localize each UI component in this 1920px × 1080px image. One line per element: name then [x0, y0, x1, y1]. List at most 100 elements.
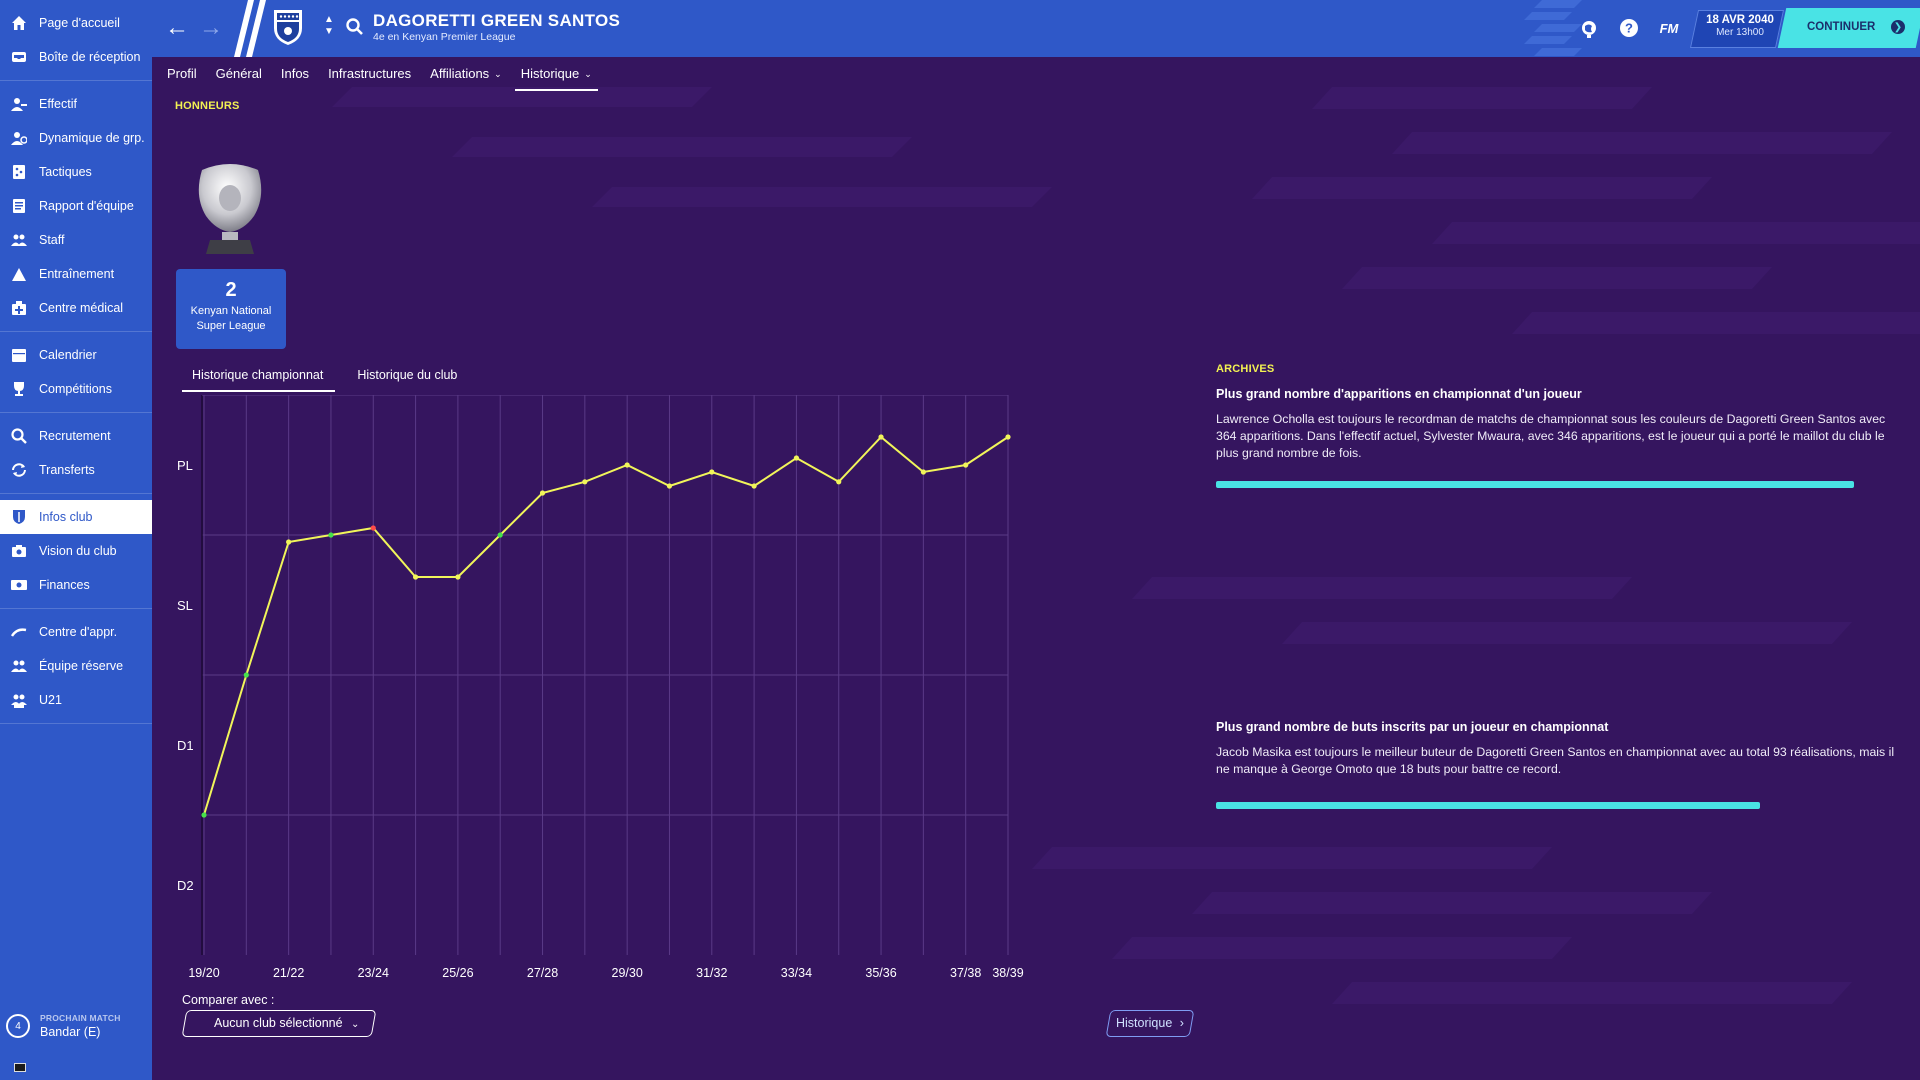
sidebar-item-label: Finances [39, 578, 90, 592]
reserve-icon [10, 657, 28, 675]
y-tick-label: D2 [177, 878, 194, 893]
x-tick-label: 37/38 [950, 966, 981, 980]
sidebar-item-infos-club[interactable]: Infos club [0, 500, 152, 534]
honours-title: HONNEURS [175, 100, 240, 112]
transfers-icon [10, 461, 28, 479]
archive-record-text: Lawrence Ocholla est toujours le recordm… [1216, 412, 1886, 460]
sidebar-item-transferts[interactable]: Transferts [0, 453, 152, 487]
sidebar-item-label: Recrutement [39, 429, 111, 443]
history-button-label[interactable]: Historique › [1116, 1016, 1184, 1030]
data-point [286, 539, 292, 545]
next-match-widget[interactable]: 4 PROCHAIN MATCH Bandar (E) [0, 1006, 152, 1046]
top-header: ← → ▲ ▼ DAGORETTI GREEN SANTOS 4e en Keny… [152, 0, 1920, 57]
sidebar-item-label: Page d'accueil [39, 16, 120, 30]
tactics-icon [10, 163, 28, 181]
next-match-opponent: Bandar (E) [40, 1025, 101, 1039]
world-icon[interactable] [1578, 17, 1600, 39]
team-switch-icon[interactable]: ▲ ▼ [324, 14, 334, 37]
compare-club-text: Aucun club sélectionné [214, 1016, 343, 1030]
data-point [243, 672, 249, 678]
sidebar-item-finances[interactable]: Finances [0, 568, 152, 602]
scouting-icon [10, 427, 28, 445]
sidebar-item-entrainement[interactable]: Entraînement [0, 257, 152, 291]
x-tick-label: 27/28 [527, 966, 558, 980]
next-match-badge: 4 [6, 1014, 30, 1038]
sidebar-item-calendrier[interactable]: Calendrier [0, 338, 152, 372]
sidebar-item-tactiques[interactable]: Tactiques [0, 155, 152, 189]
trophy-icon[interactable] [188, 160, 272, 258]
tab-profil[interactable]: Profil [167, 57, 197, 91]
archive-record-progress-bar [1216, 802, 1760, 809]
tab-general[interactable]: Général [216, 57, 262, 91]
academy-icon [10, 623, 28, 641]
x-tick-label: 35/36 [865, 966, 896, 980]
data-point [920, 469, 926, 475]
tab-label: Profil [167, 66, 197, 81]
tab-affiliations[interactable]: Affiliations ⌄ [430, 57, 502, 91]
team-league-position: 4e en Kenyan Premier League [373, 31, 516, 43]
help-icon[interactable]: ? [1618, 17, 1640, 39]
sidebar-item-rapport-d-equipe[interactable]: Rapport d'équipe [0, 189, 152, 223]
calendar-icon [10, 346, 28, 364]
search-icon[interactable] [346, 18, 364, 36]
sidebar-group: Recrutement Transferts [0, 413, 152, 494]
forward-arrow-icon[interactable]: → [199, 14, 223, 41]
sidebar-item-label: Vision du club [39, 544, 117, 558]
header-divider-stripes [234, 0, 266, 57]
tab-historique[interactable]: Historique ⌄ [514, 57, 598, 91]
date-display[interactable]: 18 AVR 2040 Mer 13h00 [1700, 14, 1780, 38]
sidebar-item-label: Centre d'appr. [39, 625, 118, 639]
sidebar-item-centre-d-appr[interactable]: Centre d'appr. [0, 615, 152, 649]
data-point [793, 455, 800, 461]
sidebar-item-dynamique-de-grp[interactable]: Dynamique de grp. [0, 121, 152, 155]
sidebar-group: Calendrier Compétitions [0, 332, 152, 413]
data-point [1005, 434, 1011, 440]
honour-card[interactable]: 2 Kenyan National Super League [176, 269, 286, 349]
sidebar-item-competitions[interactable]: Compétitions [0, 372, 152, 406]
continue-label[interactable]: CONTINUER [1807, 21, 1876, 33]
next-match-label: PROCHAIN MATCH [40, 1013, 121, 1023]
sidebar-item-equipe-reserve[interactable]: Équipe réserve [0, 649, 152, 683]
series-line [203, 435, 1009, 816]
tab-label: Historique [520, 66, 580, 81]
club-crest-icon[interactable] [272, 8, 304, 46]
sidebar-item-centre-medical[interactable]: Centre médical [0, 291, 152, 325]
archive-record-heading: Plus grand nombre d'apparitions en champ… [1216, 387, 1582, 401]
tab-label: Infrastructures [328, 66, 412, 81]
fm-menu-button[interactable]: FM [1659, 20, 1679, 36]
back-arrow-icon[interactable]: ← [165, 14, 189, 41]
sidebar-item-label: Boîte de réception [39, 50, 141, 64]
sidebar-item-boite-de-reception[interactable]: Boîte de réception [0, 40, 152, 74]
club-info-icon [10, 508, 28, 526]
tab-infrastructures[interactable]: Infrastructures [328, 57, 411, 91]
finances-icon [10, 576, 28, 594]
sidebar-item-staff[interactable]: Staff [0, 223, 152, 257]
sidebar-item-vision-du-club[interactable]: Vision du club [0, 534, 152, 568]
honour-count: 2 [225, 279, 237, 301]
tab-infos[interactable]: Infos [281, 57, 309, 91]
sidebar-item-label: Rapport d'équipe [39, 199, 134, 213]
sidebar-item-u21[interactable]: U21 [0, 683, 152, 717]
chevron-right-icon: › [1179, 1016, 1184, 1030]
tab-label: Infos [280, 66, 310, 81]
y-tick-label: PL [177, 458, 193, 473]
tab-club-history[interactable]: Historique du club [357, 368, 458, 382]
data-point [539, 490, 546, 496]
sidebar-item-page-d-accueil[interactable]: Page d'accueil [0, 6, 152, 40]
chevron-down-icon: ⌄ [494, 69, 502, 79]
sidebar-item-label: Infos club [39, 510, 93, 524]
data-point [412, 574, 419, 580]
continue-arrow-icon[interactable]: ❯ [1891, 20, 1905, 34]
medical-icon [10, 299, 28, 317]
sidebar-item-effectif[interactable]: Effectif [0, 87, 152, 121]
x-tick-label: 25/26 [442, 966, 473, 980]
staff-icon [10, 231, 28, 249]
chevron-down-icon: ⌄ [584, 69, 592, 79]
sidebar-item-label: Équipe réserve [39, 659, 124, 673]
data-point [201, 812, 207, 818]
tab-league-history[interactable]: Historique championnat [182, 362, 336, 392]
sidebar-item-recrutement[interactable]: Recrutement [0, 419, 152, 453]
sidebar-item-label: Centre médical [39, 301, 124, 315]
squad-icon [10, 95, 28, 113]
compare-club-value[interactable]: Aucun club sélectionné ⌄ [214, 1016, 359, 1030]
